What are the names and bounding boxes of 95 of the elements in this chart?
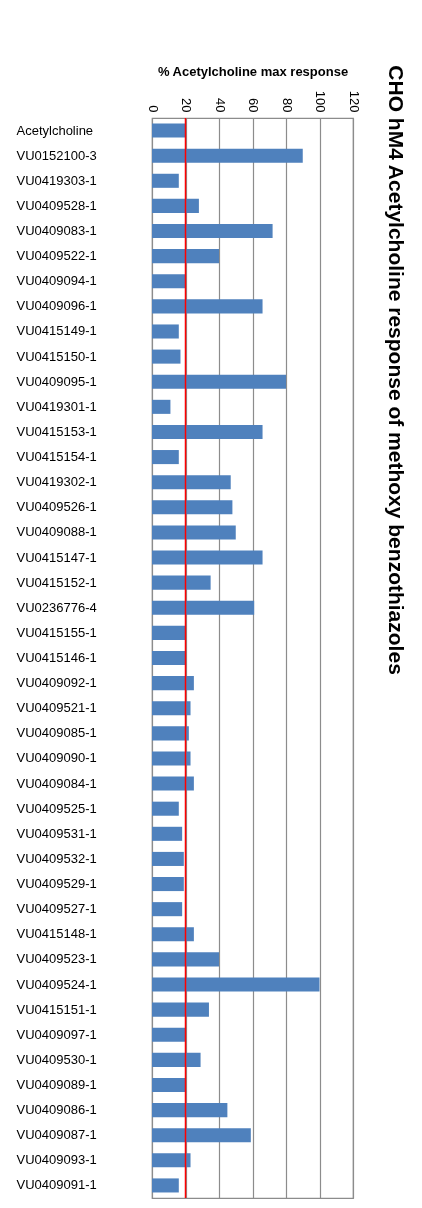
bar [152, 475, 231, 490]
y-tick-label: VU0409531-1 [16, 825, 97, 841]
bar [152, 801, 179, 816]
y-tick-label: VU0419302-1 [16, 474, 97, 490]
bar [152, 299, 263, 314]
bar [152, 1178, 179, 1193]
bar [152, 324, 179, 339]
bar [152, 927, 194, 942]
bar [152, 1128, 251, 1143]
bar [152, 500, 233, 515]
bar [152, 1052, 201, 1067]
bar [152, 902, 183, 917]
y-tick-label: VU0415147-1 [16, 549, 97, 565]
y-tick-label: VU0409095-1 [16, 373, 97, 389]
y-tick-label: VU0415152-1 [16, 574, 97, 590]
y-tick-label: VU0409527-1 [16, 901, 97, 917]
bar [152, 650, 186, 666]
y-tick-label: Acetylcholine [16, 122, 94, 138]
bar [152, 148, 303, 163]
x-tick-label: 40 [212, 98, 228, 113]
y-tick-label: VU0409093-1 [16, 1152, 97, 1168]
bar [152, 1002, 209, 1017]
y-tick-label: VU0415150-1 [16, 348, 97, 364]
bar [152, 198, 199, 213]
y-tick-label: VU0419301-1 [16, 398, 97, 414]
y-tick-label: VU0409091-1 [16, 1177, 97, 1193]
bar [152, 525, 236, 540]
y-tick-label: VU0409097-1 [16, 1026, 97, 1042]
bar [152, 851, 184, 866]
y-tick-label: VU0409084-1 [16, 775, 97, 791]
y-tick-label: VU0415149-1 [16, 323, 97, 339]
bar [152, 977, 320, 992]
y-tick-label: VU0419303-1 [16, 172, 97, 188]
y-tick-label: VU0409092-1 [16, 675, 97, 691]
y-tick-label: VU0415148-1 [16, 926, 97, 942]
bar [152, 1153, 191, 1168]
y-tick-label: VU0415146-1 [16, 650, 97, 665]
y-tick-label: VU0409096-1 [16, 298, 97, 314]
bar [152, 701, 191, 716]
y-tick-label: VU0409085-1 [16, 725, 97, 741]
x-tick-label: 60 [246, 98, 261, 113]
y-tick-label: VU0409532-1 [16, 850, 97, 866]
y-tick-label: VU0409094-1 [16, 273, 97, 289]
y-tick-label: VU0409525-1 [16, 800, 97, 816]
text: CHO hM4 Acetylcholine response of methoxy benzothiazoles [385, 65, 408, 675]
bar [152, 223, 273, 239]
y-tick-label: VU0409086-1 [16, 1102, 97, 1118]
x-tick-label: 80 [279, 98, 295, 113]
y-tick-label: VU0409529-1 [16, 876, 97, 892]
bar [152, 676, 194, 691]
bar [152, 751, 191, 766]
bar [152, 625, 186, 640]
bar [152, 600, 255, 615]
y-tick-label: VU0415154-1 [16, 449, 97, 465]
bar [152, 274, 186, 289]
x-tick-label: 0 [145, 105, 161, 113]
y-tick-label: VU0409521-1 [16, 700, 97, 716]
bar [152, 726, 189, 741]
bar [152, 249, 219, 264]
y-tick-label: VU0415153-1 [16, 423, 97, 439]
y-tick-label: VU0409524-1 [16, 976, 97, 992]
bar [152, 349, 181, 364]
bar [152, 424, 263, 439]
y-tick-label: VU0409083-1 [16, 223, 97, 239]
bar [152, 826, 183, 841]
bar [152, 123, 186, 138]
y-tick-label: VU0409087-1 [16, 1127, 97, 1143]
bar [152, 173, 179, 188]
y-tick-label: VU0236776-4 [16, 599, 97, 615]
y-tick-label: VU0409522-1 [16, 248, 97, 264]
bar [152, 1103, 228, 1118]
bar [152, 1027, 186, 1042]
bar [152, 776, 194, 791]
y-tick-label: VU0415151-1 [16, 1001, 97, 1017]
bar [152, 399, 171, 414]
bar [152, 550, 263, 565]
x-axis-title: % Acetylcholine max response [157, 63, 349, 79]
y-tick-label: VU0409528-1 [16, 197, 97, 213]
y-tick-label: VU0409526-1 [16, 499, 97, 515]
x-tick-label: 100 [313, 90, 328, 113]
y-tick-label: VU0409088-1 [16, 524, 97, 540]
y-tick-label: VU0409530-1 [16, 1051, 97, 1067]
bar [152, 450, 179, 465]
x-tick-label: 20 [179, 98, 194, 113]
y-tick-label: VU0409523-1 [16, 951, 97, 967]
y-tick-label: VU0409090-1 [16, 750, 97, 766]
y-tick-label: VU0415155-1 [16, 624, 97, 640]
bar [152, 877, 184, 892]
y-tick-label: VU0152100-3 [16, 147, 97, 163]
bar [152, 1077, 186, 1093]
y-tick-label: VU0409089-1 [16, 1076, 97, 1092]
x-tick-label: 120 [346, 90, 362, 113]
bar [152, 952, 219, 967]
bar [152, 374, 286, 389]
bar [152, 575, 211, 590]
